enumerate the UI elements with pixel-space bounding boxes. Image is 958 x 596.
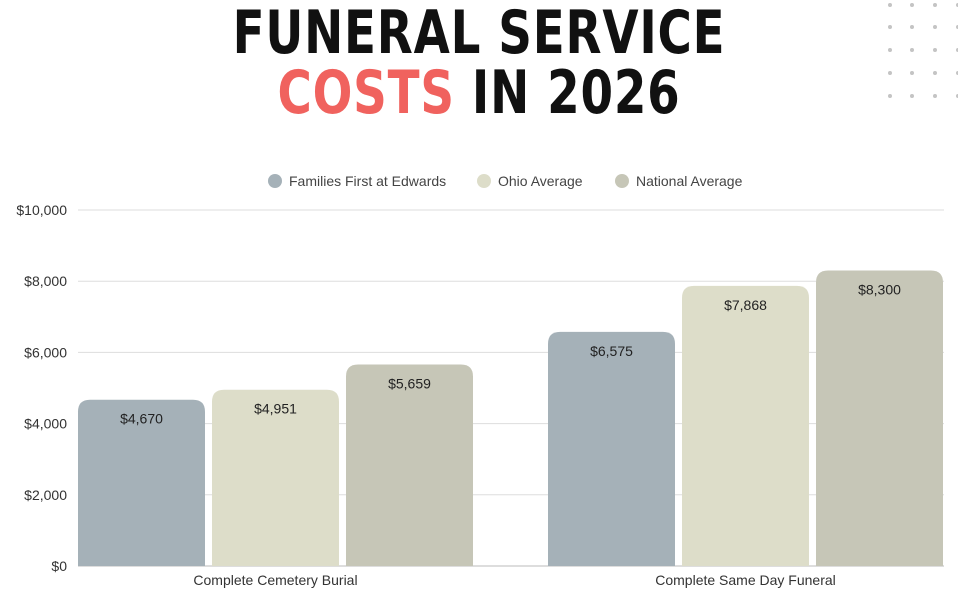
- decorative-dot: [888, 94, 892, 98]
- bar: [78, 399, 205, 566]
- y-tick-label: $8,000: [24, 273, 67, 289]
- decorative-dot: [910, 71, 914, 75]
- bar: [682, 285, 809, 566]
- x-category-label: Complete Same Day Funeral: [655, 572, 836, 588]
- title-line-2-rest: in 2026: [454, 58, 681, 128]
- decorative-dot: [910, 3, 914, 7]
- title-accent-word: Costs: [277, 58, 455, 128]
- title-line-1: Funeral Service: [232, 0, 726, 68]
- chart-legend: Families First at Edwards Ohio Average Nat…: [268, 173, 743, 189]
- decorative-dot: [888, 25, 892, 29]
- legend-label: Ohio Average: [498, 173, 583, 189]
- decorative-dot: [910, 25, 914, 29]
- chart-gridlines: [78, 209, 944, 567]
- decorative-dot: [933, 94, 937, 98]
- y-tick-label: $6,000: [24, 344, 67, 360]
- decorative-dot: [956, 25, 958, 29]
- bar: [212, 389, 339, 566]
- decorative-dot: [888, 48, 892, 52]
- decorative-dot: [910, 48, 914, 52]
- legend-swatch: [477, 174, 491, 188]
- x-category-label: Complete Cemetery Burial: [193, 572, 357, 588]
- y-tick-label: $10,000: [16, 202, 67, 218]
- decorative-dot: [888, 3, 892, 7]
- bar-value-label: $4,670: [120, 411, 163, 427]
- bar-value-label: $8,300: [858, 282, 901, 298]
- y-tick-label: $2,000: [24, 487, 67, 503]
- decorative-dot: [910, 94, 914, 98]
- x-axis: Complete Cemetery Burial Complete Same Da…: [193, 572, 835, 588]
- y-tick-label: $0: [51, 558, 67, 574]
- bar-value-label: $6,575: [590, 343, 633, 359]
- legend-swatch: [268, 174, 282, 188]
- decorative-dot: [956, 3, 958, 7]
- y-tick-label: $4,000: [24, 416, 67, 432]
- bar: [548, 331, 675, 566]
- bar-chart: Families First at Edwards Ohio Average Nat…: [16, 173, 944, 588]
- legend-swatch: [615, 174, 629, 188]
- decorative-dot-grid: [880, 0, 958, 110]
- bar-value-label: $5,659: [388, 376, 431, 392]
- decorative-dot: [933, 48, 937, 52]
- bar: [346, 364, 473, 566]
- bar-value-label: $7,868: [724, 297, 767, 313]
- bar-value-label: $4,951: [254, 401, 297, 417]
- decorative-dot: [888, 71, 892, 75]
- decorative-dot: [933, 3, 937, 7]
- legend-label: Families First at Edwards: [289, 173, 446, 189]
- bar: [816, 270, 943, 566]
- decorative-dot: [956, 48, 958, 52]
- decorative-dot: [933, 25, 937, 29]
- decorative-dot: [933, 71, 937, 75]
- chart-bars: $4,670 $4,951 $5,659 $6,575 $7,868 $8,300: [78, 270, 943, 566]
- title-line-2: Costs in 2026: [105, 62, 852, 124]
- y-axis: $0 $2,000 $4,000 $6,000 $8,000 $10,000: [16, 202, 67, 574]
- decorative-dot: [956, 94, 958, 98]
- legend-label: National Average: [636, 173, 743, 189]
- decorative-dot: [956, 71, 958, 75]
